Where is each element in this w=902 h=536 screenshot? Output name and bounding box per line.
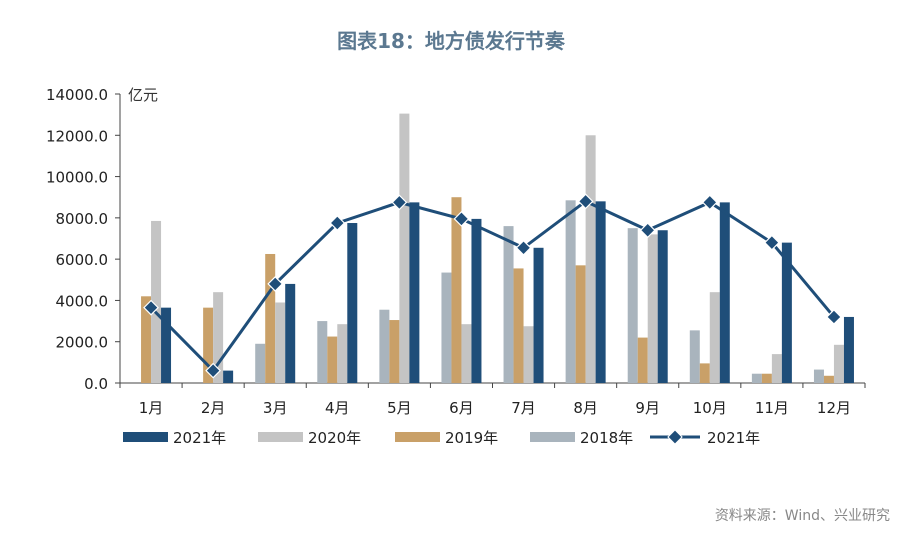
line-marker — [143, 299, 159, 316]
line-marker — [763, 234, 780, 251]
y-axis-unit: 亿元 — [128, 86, 158, 104]
bar-2019年 — [823, 375, 834, 383]
x-tick-label: 7月 — [511, 399, 536, 417]
y-tick-label: 2000.0 — [56, 334, 109, 352]
bar-2021年 — [719, 202, 730, 383]
bar-2021年 — [409, 202, 420, 383]
bar-2018年 — [379, 309, 390, 383]
bar-2020年 — [523, 326, 534, 383]
bar-2021年 — [657, 230, 668, 383]
bar-2018年 — [689, 330, 700, 383]
x-tick-label: 4月 — [325, 399, 350, 417]
bar-2019年 — [575, 265, 586, 383]
legend-label: 2019年 — [445, 429, 498, 447]
bar-2020年 — [213, 292, 224, 383]
bar-2020年 — [833, 344, 844, 383]
bar-2019年 — [761, 373, 772, 383]
line-marker — [329, 215, 346, 231]
legend-label: 2021年 — [707, 429, 760, 447]
bar-2018年 — [813, 369, 824, 383]
legend-marker — [667, 429, 683, 445]
bar-2020年 — [461, 324, 472, 383]
y-tick-label: 0.0 — [84, 375, 108, 393]
x-tick-label: 9月 — [635, 399, 660, 417]
bar-2020年 — [771, 354, 782, 383]
legend-label: 2018年 — [580, 429, 633, 447]
line-marker — [639, 222, 656, 239]
y-tick-label: 4000.0 — [56, 292, 109, 310]
x-tick-label: 6月 — [449, 399, 474, 417]
legend-label: 2020年 — [308, 429, 361, 447]
x-tick-label: 1月 — [139, 399, 164, 417]
line-marker — [391, 194, 408, 211]
x-tick-label: 12月 — [817, 399, 851, 417]
line-marker — [701, 194, 718, 211]
bar-2018年 — [441, 272, 452, 383]
bar-2020年 — [275, 302, 286, 383]
legend-swatch — [530, 432, 575, 442]
legend-swatch — [258, 432, 303, 442]
bar-2019年 — [327, 336, 338, 383]
bar-2020年 — [399, 113, 410, 383]
x-tick-label: 3月 — [263, 399, 288, 417]
bar-2021年 — [285, 283, 296, 383]
bar-2020年 — [647, 234, 658, 383]
line-marker — [205, 362, 222, 379]
line-marker — [453, 210, 470, 227]
bar-2019年 — [203, 307, 214, 383]
source-note: 资料来源：Wind、兴业研究 — [715, 508, 890, 524]
bar-2021年 — [781, 242, 792, 383]
line-marker — [826, 309, 842, 325]
bar-2019年 — [513, 268, 524, 383]
x-tick-label: 8月 — [573, 399, 598, 417]
bar-2020年 — [151, 220, 162, 383]
bar-2019年 — [389, 320, 400, 383]
bar-2019年 — [699, 363, 710, 383]
bar-2021年 — [533, 247, 544, 383]
line-series — [149, 199, 836, 373]
y-tick-label: 8000.0 — [56, 210, 109, 228]
bar-2018年 — [751, 373, 762, 383]
x-tick-label: 2月 — [201, 399, 226, 417]
bar-2020年 — [709, 292, 720, 383]
line-marker — [267, 275, 284, 292]
bar-2019年 — [451, 197, 462, 383]
bar-2021年 — [595, 201, 606, 383]
x-tick-label: 5月 — [387, 399, 412, 417]
bar-2018年 — [565, 200, 576, 383]
legend-label: 2021年 — [173, 429, 226, 447]
y-tick-label: 10000.0 — [46, 169, 108, 187]
x-tick-label: 11月 — [755, 399, 789, 417]
bar-2021年 — [471, 218, 482, 383]
line-marker — [577, 193, 594, 210]
bar-2021年 — [843, 316, 854, 383]
legend-swatch — [123, 432, 168, 442]
bar-2019年 — [141, 296, 152, 383]
bar-2018年 — [255, 343, 266, 383]
bar-2018年 — [317, 321, 328, 383]
bar-2019年 — [265, 253, 276, 383]
bar-2018年 — [627, 228, 638, 383]
y-tick-label: 12000.0 — [46, 127, 108, 145]
bar-2020年 — [337, 324, 348, 383]
bar-2019年 — [637, 337, 648, 383]
y-tick-label: 14000.0 — [46, 86, 108, 104]
bar-2020年 — [585, 135, 596, 383]
bar-2021年 — [223, 370, 234, 383]
line-marker — [515, 239, 532, 256]
chart-title: 图表18：地方债发行节奏 — [337, 29, 566, 53]
x-tick-label: 10月 — [693, 399, 727, 417]
bar-2018年 — [503, 226, 514, 383]
bar-2021年 — [161, 307, 172, 383]
legend-swatch — [395, 432, 440, 442]
y-tick-label: 6000.0 — [56, 251, 109, 269]
bar-2021年 — [347, 223, 358, 383]
